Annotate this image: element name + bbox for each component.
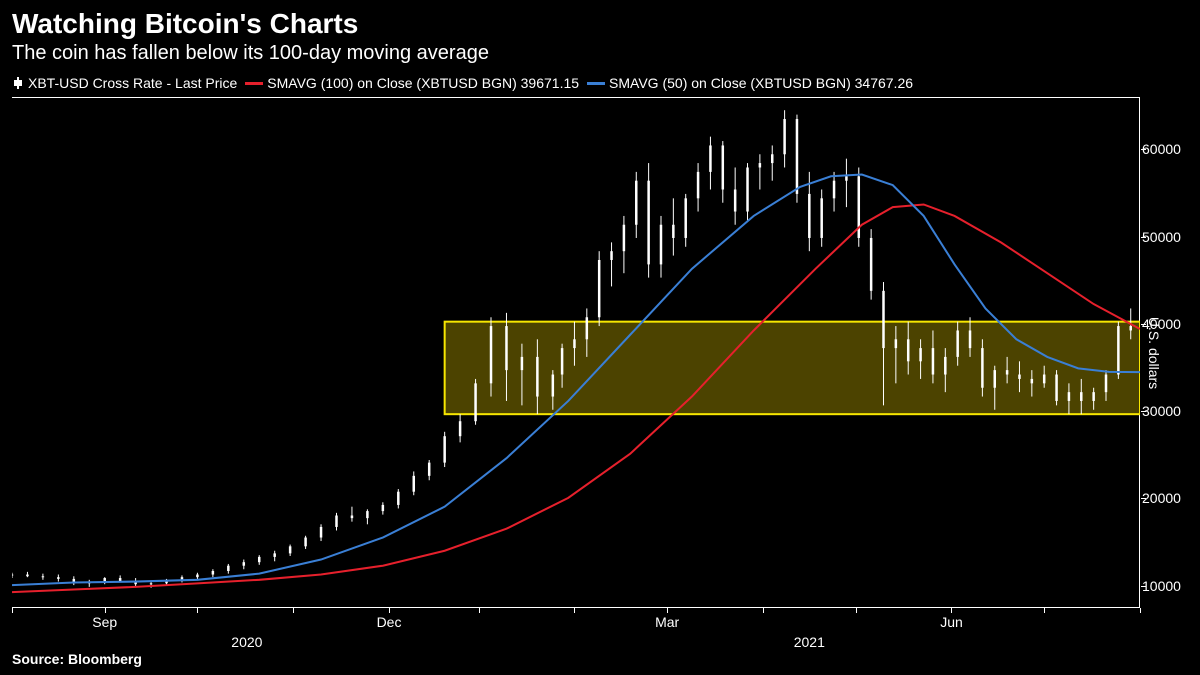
- x-tick-mark: [856, 608, 857, 613]
- x-tick-mark: [293, 608, 294, 613]
- x-year-label: 2021: [794, 634, 825, 650]
- legend-label: SMAVG (100) on Close (XBTUSD BGN) 39671.…: [267, 75, 579, 91]
- chart-source: Source: Bloomberg: [0, 647, 1200, 675]
- y-tick-mark: [1141, 498, 1146, 499]
- x-tick-mark: [12, 608, 13, 613]
- line-icon: [245, 82, 263, 85]
- x-axis: Sep Dec Mar Jun 2020 2021: [12, 608, 1140, 647]
- x-tick-mark: [1044, 608, 1045, 613]
- chart-svg: [12, 97, 1140, 608]
- line-icon: [587, 82, 605, 85]
- x-tick-mark: [951, 608, 952, 613]
- chart-container: Watching Bitcoin's Charts The coin has f…: [0, 0, 1200, 675]
- x-tick-mark: [1140, 608, 1141, 613]
- chart-subtitle: The coin has fallen below its 100-day mo…: [12, 42, 1188, 65]
- legend-item-sma100: SMAVG (100) on Close (XBTUSD BGN) 39671.…: [245, 75, 579, 91]
- legend-label: SMAVG (50) on Close (XBTUSD BGN) 34767.2…: [609, 75, 913, 91]
- chart-title: Watching Bitcoin's Charts: [12, 8, 1188, 40]
- y-tick-mark: [1141, 324, 1146, 325]
- y-tick-label: 40000: [1142, 316, 1198, 332]
- legend-label: XBT-USD Cross Rate - Last Price: [28, 75, 237, 91]
- plot-area: U.S. dollars 100002000030000400005000060…: [12, 97, 1140, 608]
- chart-header: Watching Bitcoin's Charts The coin has f…: [0, 0, 1200, 69]
- x-tick-mark: [105, 608, 106, 613]
- y-tick-mark: [1141, 149, 1146, 150]
- x-tick-label: Mar: [655, 614, 679, 630]
- y-tick-mark: [1141, 237, 1146, 238]
- y-tick-label: 10000: [1142, 578, 1198, 594]
- x-tick-mark: [197, 608, 198, 613]
- x-tick-mark: [574, 608, 575, 613]
- x-tick-mark: [479, 608, 480, 613]
- x-tick-mark: [389, 608, 390, 613]
- x-tick-mark: [763, 608, 764, 613]
- chart-legend: XBT-USD Cross Rate - Last Price SMAVG (1…: [0, 69, 1200, 97]
- y-tick-label: 20000: [1142, 490, 1198, 506]
- y-tick-mark: [1141, 586, 1146, 587]
- y-tick-mark: [1141, 411, 1146, 412]
- x-tick-mark: [667, 608, 668, 613]
- candle-icon: [12, 77, 24, 89]
- x-tick-label: Jun: [940, 614, 963, 630]
- x-tick-label: Sep: [92, 614, 117, 630]
- x-year-label: 2020: [231, 634, 262, 650]
- y-tick-label: 30000: [1142, 403, 1198, 419]
- y-tick-label: 50000: [1142, 229, 1198, 245]
- legend-item-price: XBT-USD Cross Rate - Last Price: [12, 75, 237, 91]
- y-tick-label: 60000: [1142, 141, 1198, 157]
- legend-item-sma50: SMAVG (50) on Close (XBTUSD BGN) 34767.2…: [587, 75, 913, 91]
- x-tick-label: Dec: [377, 614, 402, 630]
